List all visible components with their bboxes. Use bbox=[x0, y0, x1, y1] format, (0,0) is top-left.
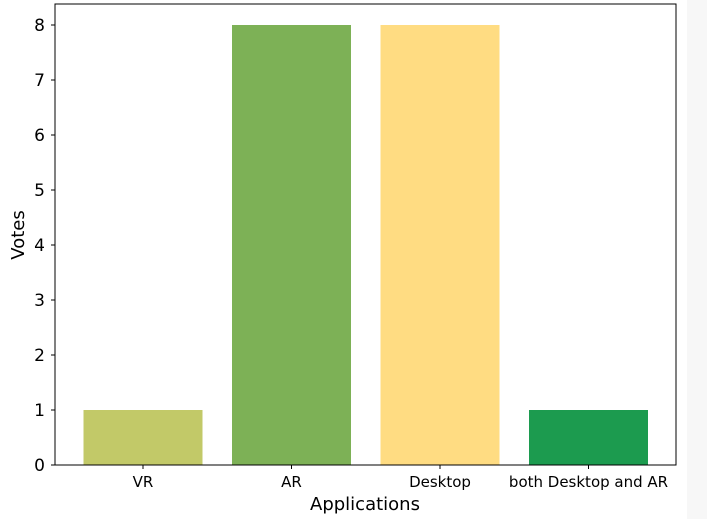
y-tick-label: 1 bbox=[34, 401, 45, 421]
y-tick-label: 6 bbox=[34, 126, 45, 146]
bar-vr bbox=[83, 410, 203, 465]
y-axis-ticks: 0 1 2 3 4 5 6 7 8 bbox=[34, 16, 55, 476]
x-axis-label: Applications bbox=[310, 494, 420, 515]
right-edge-strip bbox=[687, 0, 707, 519]
y-tick-label: 4 bbox=[34, 236, 45, 256]
y-tick-label: 2 bbox=[34, 346, 45, 366]
y-tick-label: 3 bbox=[34, 291, 45, 311]
y-tick-label: 0 bbox=[34, 456, 45, 476]
x-tick-label: VR bbox=[133, 473, 154, 491]
x-axis-ticks: VR AR Desktop both Desktop and AR bbox=[133, 465, 668, 491]
y-tick-label: 5 bbox=[34, 181, 45, 201]
bars-layer bbox=[83, 25, 648, 465]
x-tick-label: both Desktop and AR bbox=[509, 473, 668, 491]
y-tick-label: 7 bbox=[34, 71, 45, 91]
y-tick-label: 8 bbox=[34, 16, 45, 36]
y-axis-label: Votes bbox=[8, 210, 29, 259]
bar-ar bbox=[232, 25, 351, 465]
x-tick-label: Desktop bbox=[409, 473, 471, 491]
bar-both-desktop-and-ar bbox=[529, 410, 648, 465]
plot-frame bbox=[54, 3, 677, 466]
bar-desktop bbox=[380, 25, 500, 465]
x-tick-label: AR bbox=[281, 473, 302, 491]
